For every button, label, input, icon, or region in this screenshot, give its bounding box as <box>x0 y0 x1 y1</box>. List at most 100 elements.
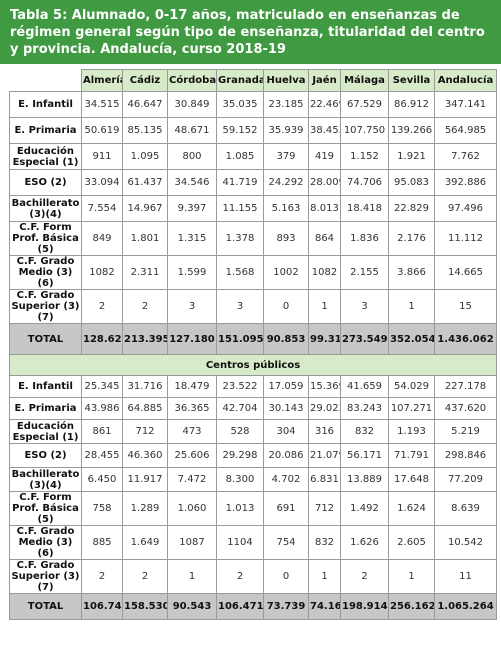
table-cell: 13.889 <box>340 467 389 492</box>
table-cell: 15.369 <box>308 375 341 398</box>
table-cell: 24.292 <box>263 169 309 196</box>
table-cell: 46.647 <box>122 91 168 118</box>
table-cell: 151.095 <box>216 323 264 355</box>
table-cell: 33.094 <box>81 169 123 196</box>
table-cell: 38.453 <box>308 117 341 144</box>
table-cell: 6.831 <box>308 467 341 492</box>
table-cell: 2.155 <box>340 255 389 290</box>
table-cell: 832 <box>308 525 341 560</box>
row-label: Educación Especial (1) <box>9 143 82 170</box>
table-cell: 1.801 <box>122 221 168 256</box>
table-cell: 48.671 <box>167 117 217 144</box>
table-cell: 849 <box>81 221 123 256</box>
table-cell: 893 <box>263 221 309 256</box>
table-cell: 21.079 <box>308 443 341 468</box>
table-cell: 8.300 <box>216 467 264 492</box>
table-cell: 54.029 <box>388 375 435 398</box>
table-cell: 256.162 <box>388 593 435 620</box>
table-row: E. Primaria 43.986 64.885 36.365 42.704 30.14… <box>9 397 497 420</box>
column-header: Jaén <box>308 69 341 92</box>
enrollment-table: Almería Cádiz Córdoba Granada Huelva Jaé… <box>9 69 497 620</box>
table-cell: 23.185 <box>263 91 309 118</box>
table-row: Bachillerato (3)(4) 7.554 14.967 9.397 11.15… <box>9 195 497 222</box>
table-row: C.F. Grado Superior (3) (7) 2 2 3 3 0 1 3 1 15 <box>9 289 497 324</box>
table-cell: 1.836 <box>340 221 389 256</box>
table-cell: 7.554 <box>81 195 123 222</box>
table-cell: 1.568 <box>216 255 264 290</box>
table-cell: 712 <box>308 491 341 526</box>
table-cell: 18.479 <box>167 375 217 398</box>
row-label: Bachillerato (3)(4) <box>9 195 82 222</box>
row-label: Bachillerato (3)(4) <box>9 467 82 492</box>
table-cell: 42.704 <box>216 397 264 420</box>
section-heading-row: Centros públicos <box>9 354 497 376</box>
table-row: C.F. Form Prof. Básica (5) 849 1.801 1.315 1… <box>9 221 497 256</box>
table-row: C.F. Grado Medio (3) (6) 885 1.649 1087 1104… <box>9 525 497 560</box>
table-cell: 227.178 <box>434 375 497 398</box>
table-cell: 2.605 <box>388 525 435 560</box>
table-cell: 90.543 <box>167 593 217 620</box>
table-cell: 0 <box>263 559 309 594</box>
table-cell: 712 <box>122 419 168 444</box>
table-cell: 36.365 <box>167 397 217 420</box>
table-cell: 2 <box>122 289 168 324</box>
table-cell: 56.171 <box>340 443 389 468</box>
column-header: Cádiz <box>122 69 168 92</box>
table-cell: 1.315 <box>167 221 217 256</box>
table-cell: 41.719 <box>216 169 264 196</box>
table-cell: 2 <box>81 289 123 324</box>
table-cell: 31.716 <box>122 375 168 398</box>
table-cell: 34.546 <box>167 169 217 196</box>
table-cell: 128.626 <box>81 323 123 355</box>
table-cell: 213.395 <box>122 323 168 355</box>
table-cell: 11.917 <box>122 467 168 492</box>
table-row: Educación Especial (1) 861 712 473 528 304 316… <box>9 419 497 444</box>
table-cell: 273.549 <box>340 323 389 355</box>
table-cell: 106.471 <box>216 593 264 620</box>
row-label: Educación Especial (1) <box>9 419 82 444</box>
row-label: TOTAL <box>9 323 82 355</box>
table-cell: 30.849 <box>167 91 217 118</box>
table-cell: 18.418 <box>340 195 389 222</box>
table-cell: 1104 <box>216 525 264 560</box>
table-cell: 64.885 <box>122 397 168 420</box>
table-cell: 0 <box>263 289 309 324</box>
table-cell: 34.515 <box>81 91 123 118</box>
table-cell: 85.135 <box>122 117 168 144</box>
table-cell: 11.155 <box>216 195 264 222</box>
table-cell: 107.271 <box>388 397 435 420</box>
table-cell: 1 <box>308 289 341 324</box>
table-cell: 1.599 <box>167 255 217 290</box>
table-row: E. Infantil 34.515 46.647 30.849 35.035 23.18… <box>9 91 497 118</box>
table-cell: 35.939 <box>263 117 309 144</box>
table-cell: 3.866 <box>388 255 435 290</box>
table-cell: 23.522 <box>216 375 264 398</box>
table-body: E. Infantil 34.515 46.647 30.849 35.035 23.18… <box>9 91 497 620</box>
table-cell: 106.742 <box>81 593 123 620</box>
table-title: Tabla 5: Alumnado, 0-17 años, matriculad… <box>0 0 501 64</box>
table-cell: 392.886 <box>434 169 497 196</box>
table-cell: 1.065.264 <box>434 593 497 620</box>
table-cell: 50.619 <box>81 117 123 144</box>
table-cell: 35.035 <box>216 91 264 118</box>
column-header: Sevilla <box>388 69 435 92</box>
table-cell: 29.023 <box>308 397 341 420</box>
row-label: E. Infantil <box>9 375 82 398</box>
table-cell: 1 <box>388 289 435 324</box>
table-cell: 1.095 <box>122 143 168 170</box>
table-cell: 1.013 <box>216 491 264 526</box>
table-cell: 298.846 <box>434 443 497 468</box>
table-cell: 198.914 <box>340 593 389 620</box>
table-cell: 1.436.062 <box>434 323 497 355</box>
table-cell: 1.152 <box>340 143 389 170</box>
table-cell: 74.163 <box>308 593 341 620</box>
table-cell: 73.739 <box>263 593 309 620</box>
table-cell: 911 <box>81 143 123 170</box>
table-cell: 2.311 <box>122 255 168 290</box>
table-cell: 46.360 <box>122 443 168 468</box>
table-row: Bachillerato (3)(4) 6.450 11.917 7.472 8.300… <box>9 467 497 492</box>
table-row: C.F. Form Prof. Básica (5) 758 1.289 1.060 1… <box>9 491 497 526</box>
table-cell: 17.059 <box>263 375 309 398</box>
table-row: ESO (2) 28.455 46.360 25.606 29.298 20.086 21.… <box>9 443 497 468</box>
table-row: C.F. Grado Superior (3) (7) 2 2 1 2 0 1 2 1 11 <box>9 559 497 594</box>
